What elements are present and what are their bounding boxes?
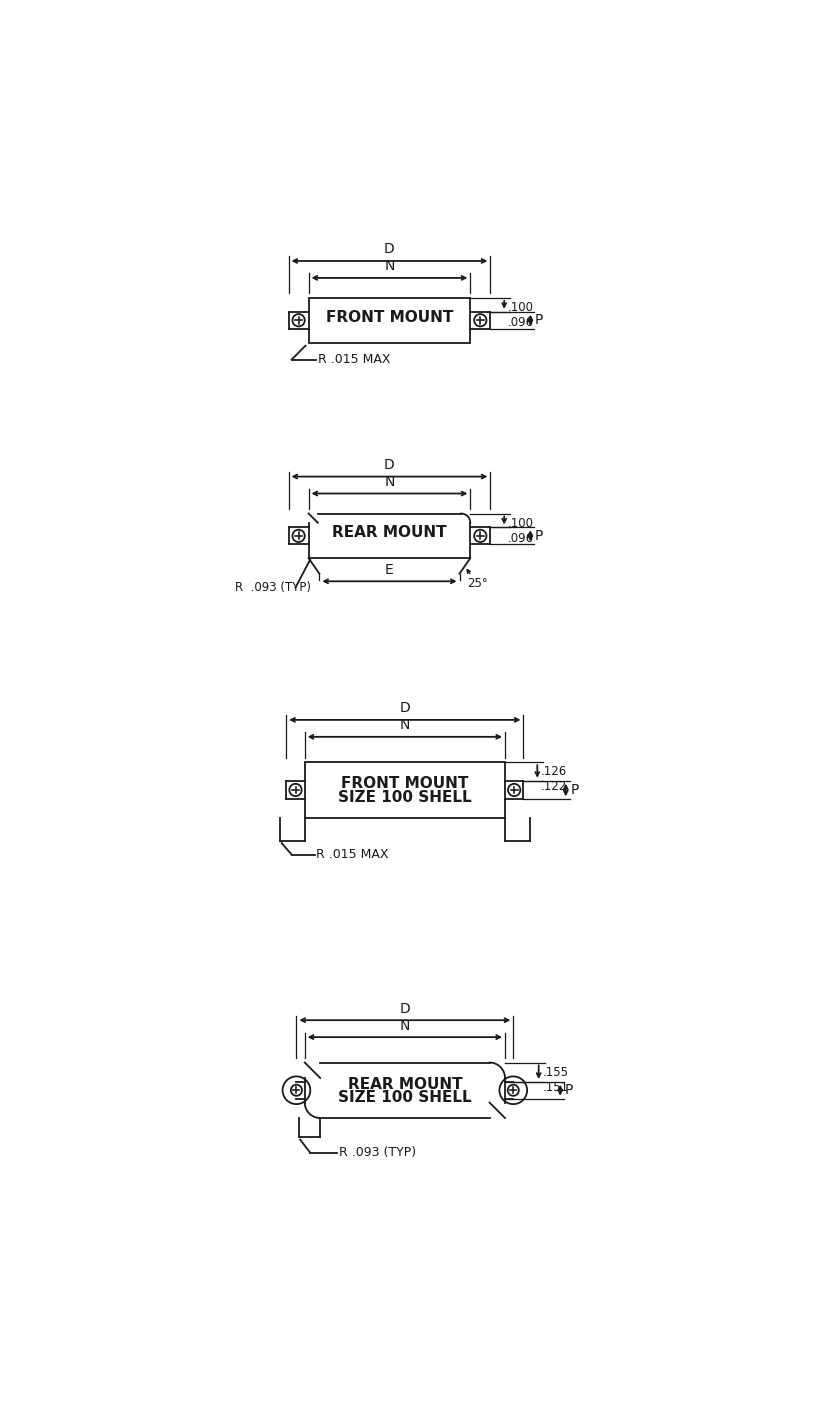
Text: R  .093 (TYP): R .093 (TYP) xyxy=(235,581,311,594)
Text: R .015 MAX: R .015 MAX xyxy=(316,849,388,862)
Text: .100
.096: .100 .096 xyxy=(508,300,533,329)
Text: N: N xyxy=(399,718,410,732)
Text: E: E xyxy=(385,564,393,578)
Text: 25°: 25° xyxy=(467,578,487,591)
Text: SIZE 100 SHELL: SIZE 100 SHELL xyxy=(337,790,471,805)
Text: REAR MOUNT: REAR MOUNT xyxy=(347,1077,462,1092)
Text: P: P xyxy=(534,528,543,543)
Text: N: N xyxy=(384,259,394,273)
Text: R .015 MAX: R .015 MAX xyxy=(318,353,390,366)
Text: .100
.096: .100 .096 xyxy=(508,517,533,544)
Text: P: P xyxy=(564,1084,572,1098)
Text: FRONT MOUNT: FRONT MOUNT xyxy=(341,776,468,792)
Text: R .093 (TYP): R .093 (TYP) xyxy=(338,1146,415,1159)
Text: REAR MOUNT: REAR MOUNT xyxy=(332,525,446,540)
Text: D: D xyxy=(399,1001,410,1015)
Text: D: D xyxy=(383,242,394,256)
Text: .126
.122: .126 .122 xyxy=(541,765,567,793)
Text: FRONT MOUNT: FRONT MOUNT xyxy=(325,309,453,325)
Text: D: D xyxy=(383,459,394,471)
Text: P: P xyxy=(534,313,543,328)
Text: N: N xyxy=(384,474,394,488)
Text: P: P xyxy=(570,783,578,797)
Text: N: N xyxy=(399,1018,410,1032)
Text: .155
.151: .155 .151 xyxy=(542,1065,568,1094)
Text: SIZE 100 SHELL: SIZE 100 SHELL xyxy=(337,1091,471,1105)
Text: D: D xyxy=(399,701,410,715)
